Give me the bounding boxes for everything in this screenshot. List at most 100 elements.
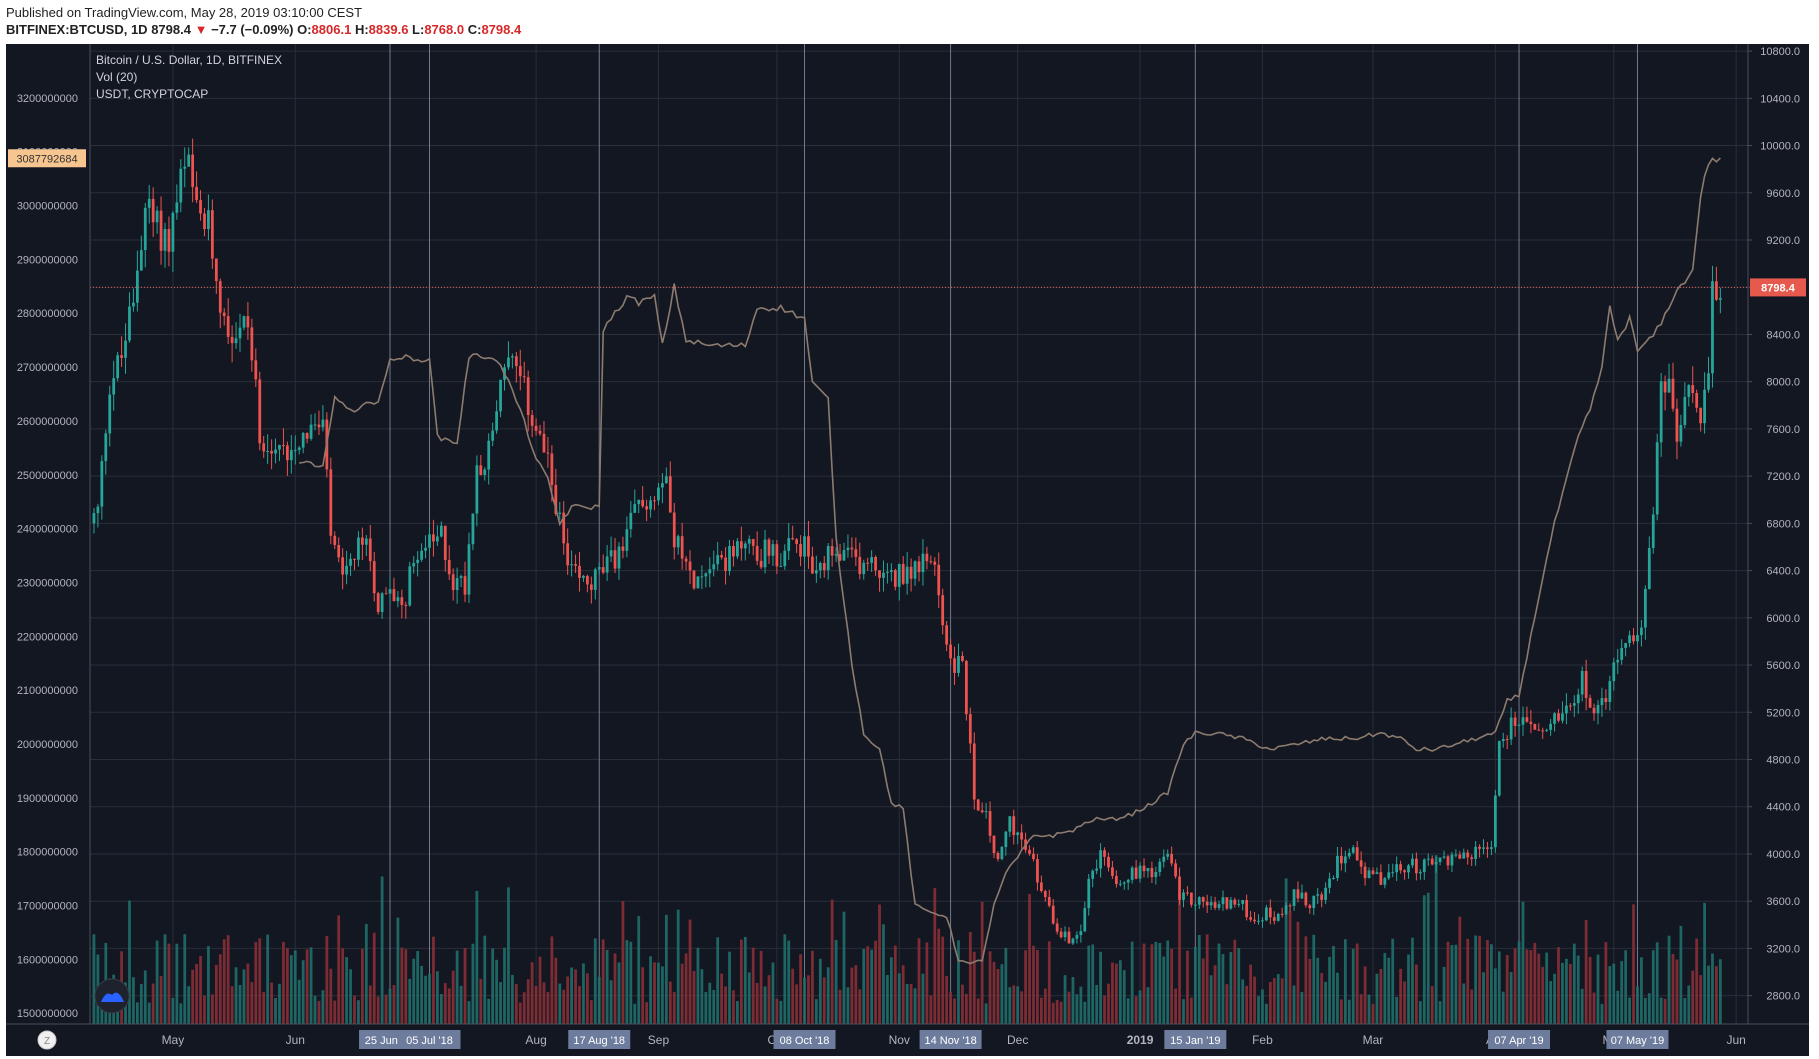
volume-bar xyxy=(554,957,558,1024)
candle-body xyxy=(534,425,538,431)
volume-bar xyxy=(1008,987,1012,1024)
volume-bar xyxy=(313,995,317,1024)
volume-bar xyxy=(1596,954,1600,1024)
candle-body xyxy=(972,743,976,800)
candle-body xyxy=(1051,905,1055,924)
candle-body xyxy=(1529,721,1533,725)
candle-body xyxy=(787,538,791,551)
candle-body xyxy=(293,450,297,452)
candle-body xyxy=(1091,870,1095,879)
volume-bar xyxy=(566,976,570,1024)
volume-bar xyxy=(712,990,716,1024)
volume-bar xyxy=(1170,948,1174,1024)
candle-body xyxy=(479,465,483,476)
volume-bar xyxy=(226,935,230,1024)
right-tick-label: 10800.0 xyxy=(1760,46,1800,58)
candle-body xyxy=(574,564,577,566)
candle-body xyxy=(1545,729,1549,731)
candle-body xyxy=(258,379,262,444)
timezone-button[interactable]: Z xyxy=(37,1030,57,1050)
volume-bar xyxy=(1565,958,1568,1024)
volume-bar xyxy=(1521,901,1525,1024)
volume-bar xyxy=(305,949,309,1024)
volume-bar xyxy=(258,938,262,1024)
volume-bar xyxy=(704,991,708,1024)
volume-bar xyxy=(353,995,356,1024)
price-chart[interactable]: 3200000000310000000030000000002900000000… xyxy=(0,44,1819,1059)
volume-bar xyxy=(1190,997,1193,1024)
candle-body xyxy=(1268,907,1272,918)
candle-body xyxy=(1703,389,1706,424)
candle-body xyxy=(1111,867,1114,876)
volume-bar xyxy=(1205,934,1209,1024)
volume-bar xyxy=(1043,988,1047,1024)
volume-bar xyxy=(1051,1002,1055,1024)
volume-bar xyxy=(779,1000,783,1024)
volume-bar xyxy=(1126,998,1130,1024)
candle-body xyxy=(708,569,712,574)
volume-bar xyxy=(791,968,795,1024)
usdt-line xyxy=(299,157,1721,965)
candle-body xyxy=(728,545,731,571)
volume-bar xyxy=(617,962,621,1024)
volume-bar xyxy=(972,951,976,1024)
volume-bar xyxy=(1683,997,1687,1024)
candle-body xyxy=(1636,635,1639,642)
volume-bar xyxy=(92,934,96,1024)
volume-bar xyxy=(858,989,862,1024)
volume-bar xyxy=(479,978,483,1024)
candle-body xyxy=(807,536,810,557)
candle-body xyxy=(104,433,108,462)
volume-bar xyxy=(222,939,226,1024)
month-label: Jun xyxy=(1726,1033,1745,1047)
candle-body xyxy=(451,574,455,591)
candle-body xyxy=(274,449,277,454)
volume-bar xyxy=(1517,941,1521,1024)
candle-body xyxy=(988,811,992,836)
candle-body xyxy=(1624,643,1628,648)
volume-bar xyxy=(242,969,246,1024)
candle-body xyxy=(222,312,226,317)
candle-body xyxy=(1320,894,1324,900)
candle-body xyxy=(1213,902,1217,908)
volume-bar xyxy=(1150,944,1154,1024)
volume-bar xyxy=(412,958,416,1024)
candle-body xyxy=(1162,856,1166,862)
volume-bar xyxy=(1371,1003,1375,1024)
candle-body xyxy=(1284,905,1288,915)
candle-body xyxy=(830,546,834,556)
candle-body xyxy=(1209,902,1213,906)
candle-body xyxy=(1715,281,1718,300)
candle-body xyxy=(980,810,984,813)
month-label: Dec xyxy=(1007,1033,1028,1047)
volume-bar xyxy=(1703,902,1706,1024)
volume-bar xyxy=(518,1002,522,1024)
volume-bar xyxy=(1711,953,1714,1024)
candle-body xyxy=(1359,860,1363,867)
candle-body xyxy=(597,567,601,570)
volume-bar xyxy=(570,967,573,1024)
left-current-badge xyxy=(8,149,86,168)
volume-bar xyxy=(1549,981,1553,1024)
candle-body xyxy=(846,547,850,551)
candle-body xyxy=(1651,514,1655,548)
candle-body xyxy=(1474,846,1477,859)
close-label: C: xyxy=(467,22,482,37)
candle-body xyxy=(1324,887,1327,900)
tradingview-logo[interactable] xyxy=(94,978,130,1014)
volume-bar xyxy=(447,988,451,1024)
low-label: L: xyxy=(412,22,425,37)
symbol: BITFINEX:BTCUSD, 1D xyxy=(6,22,148,37)
candle-body xyxy=(242,316,246,328)
volume-bar xyxy=(285,948,289,1024)
volume-bar xyxy=(925,942,929,1024)
candle-body xyxy=(1253,919,1256,922)
volume-bar xyxy=(507,887,510,1024)
candle-body xyxy=(214,258,218,282)
right-tick-label: 9600.0 xyxy=(1766,188,1800,200)
candle-body xyxy=(1426,858,1430,860)
candle-body xyxy=(301,433,305,448)
candle-body xyxy=(542,433,546,453)
candle-body xyxy=(664,476,668,484)
candle-body xyxy=(357,537,360,560)
